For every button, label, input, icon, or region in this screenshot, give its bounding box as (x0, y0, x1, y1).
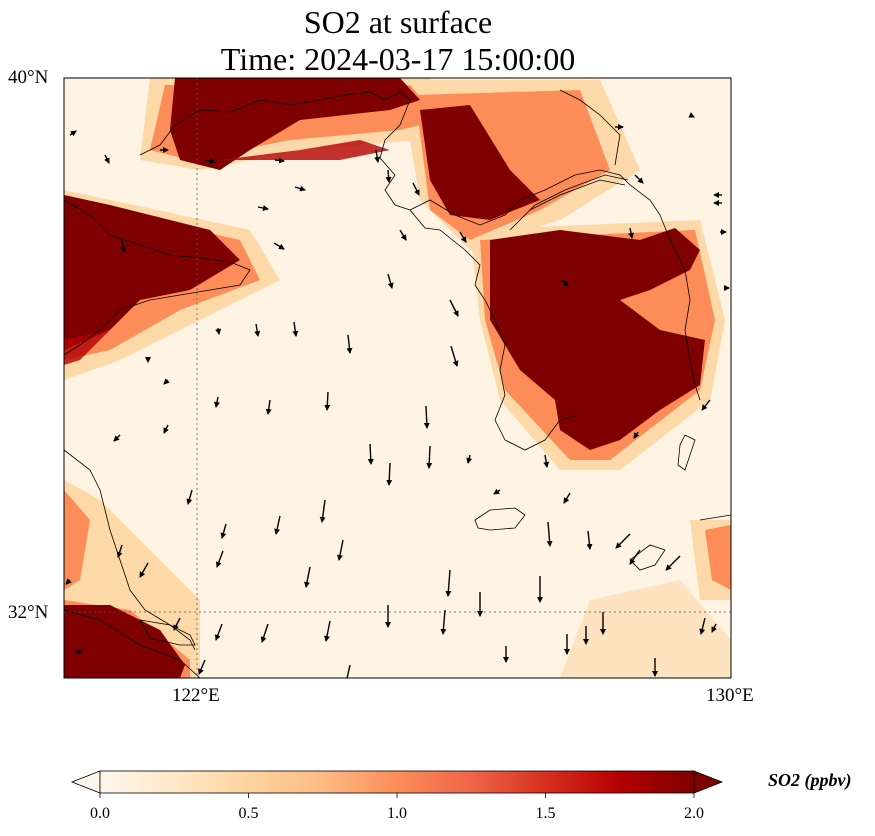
wind-arrow (274, 157, 285, 164)
wind-arrow (163, 378, 170, 385)
wind-arrow (214, 623, 223, 641)
lat-tick-label: 40°N (8, 67, 49, 88)
wind-arrow (440, 609, 447, 635)
gridlines (64, 78, 731, 678)
wind-arrow (688, 112, 695, 118)
wind-arrow (563, 492, 571, 504)
colorbar (70, 770, 724, 798)
wind-arrow (273, 242, 285, 250)
colorbar-tick-label: 0.0 (90, 805, 110, 822)
wind-arrow (104, 154, 110, 164)
wind-arrow (586, 530, 593, 550)
wind-arrow (260, 623, 269, 643)
wind-arrow (257, 205, 269, 211)
wind-arrow (220, 523, 227, 539)
wind-arrow (319, 499, 326, 523)
wind-vectors (65, 112, 730, 678)
wind-arrow (75, 649, 83, 656)
wind-arrow (254, 323, 261, 337)
wind-arrow (665, 555, 681, 571)
wind-arrow (186, 489, 193, 505)
colorbar-label: SO2 (ppbv) (768, 770, 852, 790)
wind-arrow (615, 533, 631, 549)
coastlines (64, 89, 731, 678)
wind-arrow (399, 229, 407, 241)
wind-arrow (561, 279, 569, 287)
wind-arrow (543, 454, 550, 468)
wind-arrow (426, 445, 433, 469)
wind-arrow (215, 550, 224, 568)
wind-arrow (116, 544, 123, 558)
wind-arrow (374, 149, 381, 163)
wind-arrow (337, 539, 344, 561)
wind-arrow (304, 566, 311, 588)
wind-arrow (346, 334, 353, 354)
wind-arrow (459, 231, 467, 243)
wind-arrow (450, 345, 459, 367)
map-title: SO2 at surface (303, 4, 493, 40)
wind-arrow (274, 515, 281, 535)
wind-arrow (292, 321, 299, 337)
wind-arrow (546, 521, 553, 547)
wind-arrow (701, 399, 711, 411)
colorbar-tick-label: 1.0 (387, 805, 407, 822)
colorbar-tick-label: 2.0 (684, 805, 704, 822)
wind-arrow (412, 182, 420, 196)
colorbar-tick-label: 1.5 (535, 805, 556, 822)
wind-arrow (69, 130, 77, 137)
wind-arrow (215, 327, 222, 335)
wind-arrow (711, 623, 717, 633)
wind-arrow (324, 391, 331, 411)
map-time-title: Time: 2024-03-17 15:00:00 (220, 41, 576, 77)
wind-arrow (385, 169, 392, 183)
lat-tick-label: 32°N (8, 602, 49, 623)
wind-arrow (449, 299, 459, 317)
wind-arrow (699, 617, 706, 635)
wind-arrow (265, 399, 272, 415)
so2-field (64, 78, 731, 678)
wind-arrow (113, 434, 121, 442)
wind-arrow (214, 396, 220, 408)
colorbar-tick-label: 0.5 (238, 805, 259, 822)
wind-arrow (445, 569, 452, 597)
map-frame (63, 77, 732, 679)
lon-tick-label: 122°E (172, 685, 220, 706)
wind-arrow (466, 454, 473, 464)
wind-arrow (324, 620, 331, 642)
wind-arrow (633, 431, 640, 439)
wind-arrow (423, 405, 430, 429)
lon-tick-label: 130°E (706, 685, 754, 706)
wind-arrow (65, 578, 72, 585)
wind-arrow (386, 462, 393, 486)
wind-arrow (367, 443, 374, 465)
wind-arrow (294, 185, 306, 192)
wind-arrow (204, 158, 216, 164)
wind-arrow (629, 549, 641, 565)
wind-arrow (628, 227, 634, 239)
wind-arrow (120, 239, 127, 253)
wind-arrow (173, 617, 181, 631)
wind-arrow (163, 424, 169, 434)
wind-arrow (634, 174, 644, 184)
wind-arrow (139, 562, 149, 578)
wind-arrow (344, 664, 351, 678)
wind-arrow (198, 659, 206, 675)
wind-arrow (387, 273, 394, 289)
wind-arrow (493, 488, 501, 495)
